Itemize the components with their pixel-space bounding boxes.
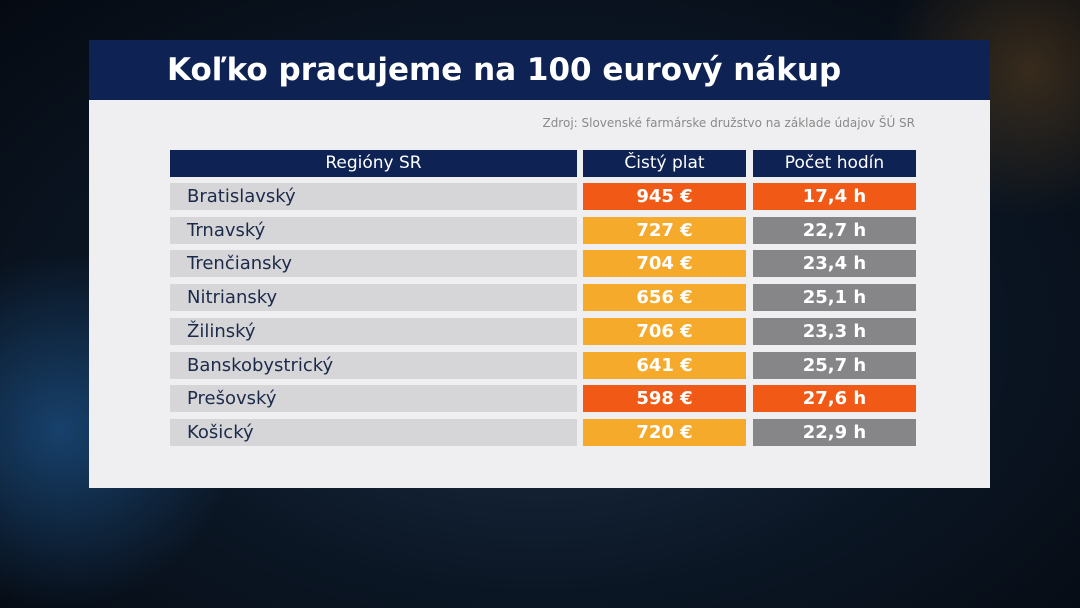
region-cell: Prešovský [170, 385, 577, 413]
region-cell: Nitriansky [170, 284, 577, 312]
hours-cell: 25,1 h [753, 284, 916, 312]
region-cell: Banskobystrický [170, 351, 577, 379]
panel: Koľko pracujeme na 100 eurový nákup Zdro… [89, 40, 990, 488]
hours-cell: 23,4 h [753, 250, 916, 278]
salary-cell: 598 € [583, 385, 746, 413]
hours-cell: 23,3 h [753, 317, 916, 345]
hours-cell: 22,7 h [753, 216, 916, 244]
hours-cell: 22,9 h [753, 418, 916, 446]
salary-cell: 945 € [583, 183, 746, 210]
region-cell: Trenčiansky [170, 250, 577, 278]
title: Koľko pracujeme na 100 eurový nákup [167, 52, 842, 88]
column-header: Počet hodín [753, 150, 916, 177]
region-cell: Žilinský [170, 317, 577, 345]
title-bar: Koľko pracujeme na 100 eurový nákup [89, 40, 990, 100]
hours-cell: 27,6 h [753, 385, 916, 413]
column-header: Regióny SR [170, 150, 577, 177]
salary-cell: 706 € [583, 317, 746, 345]
salary-cell: 720 € [583, 418, 746, 446]
salary-cell: 656 € [583, 284, 746, 312]
column-header: Čistý plat [583, 150, 746, 177]
salary-cell: 704 € [583, 250, 746, 278]
salary-cell: 727 € [583, 216, 746, 244]
region-cell: Bratislavský [170, 183, 577, 210]
region-cell: Trnavský [170, 216, 577, 244]
hours-cell: 17,4 h [753, 183, 916, 210]
region-cell: Košický [170, 418, 577, 446]
hours-cell: 25,7 h [753, 351, 916, 379]
source-note: Zdroj: Slovenské farmárske družstvo na z… [542, 116, 915, 130]
salary-cell: 641 € [583, 351, 746, 379]
